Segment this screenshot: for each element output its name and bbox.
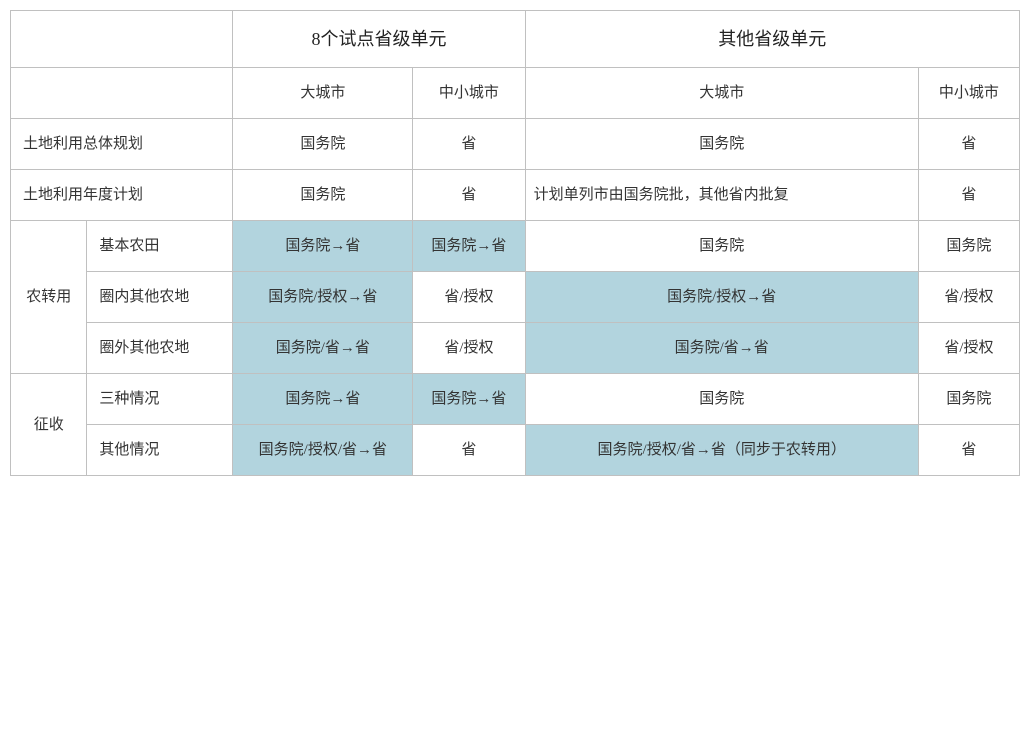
header-pilot-big: 大城市 (233, 68, 413, 119)
header-other-big: 大城市 (525, 68, 918, 119)
annual-plan-pb: 国务院 (233, 170, 413, 221)
nongzhuan-r3-label: 圈外其他农地 (87, 323, 233, 374)
blank-corner (11, 11, 233, 68)
nongzhuan-label: 农转用 (11, 221, 87, 374)
nongzhuan-r3-ps: 省/授权 (413, 323, 525, 374)
zhengshou-r2-ps: 省 (413, 425, 525, 476)
row-nongzhuan-3: 圈外其他农地 国务院/省→省 省/授权 国务院/省→省 省/授权 (11, 323, 1020, 374)
zhengshou-r1-label: 三种情况 (87, 374, 233, 425)
row-nongzhuan-2: 圈内其他农地 国务院/授权→省 省/授权 国务院/授权→省 省/授权 (11, 272, 1020, 323)
zhengshou-r2-os: 省 (918, 425, 1019, 476)
annual-plan-ps: 省 (413, 170, 525, 221)
row-zhengshou-2: 其他情况 国务院/授权/省→省 省 国务院/授权/省→省（同步于农转用） 省 (11, 425, 1020, 476)
header-row-1: 8个试点省级单元 其他省级单元 (11, 11, 1020, 68)
annual-plan-ob: 计划单列市由国务院批，其他省内批复 (525, 170, 918, 221)
nongzhuan-r2-label: 圈内其他农地 (87, 272, 233, 323)
zhengshou-r2-label: 其他情况 (87, 425, 233, 476)
blank-subcorner (11, 68, 233, 119)
row-nongzhuan-1: 农转用 基本农田 国务院→省 国务院→省 国务院 国务院 (11, 221, 1020, 272)
policy-table: 8个试点省级单元 其他省级单元 大城市 中小城市 大城市 中小城市 土地利用总体… (10, 10, 1020, 476)
header-row-2: 大城市 中小城市 大城市 中小城市 (11, 68, 1020, 119)
nongzhuan-r1-ps: 国务院→省 (413, 221, 525, 272)
nongzhuan-r2-pb: 国务院/授权→省 (233, 272, 413, 323)
header-pilot-group: 8个试点省级单元 (233, 11, 525, 68)
row-annual-plan: 土地利用年度计划 国务院 省 计划单列市由国务院批，其他省内批复 省 (11, 170, 1020, 221)
header-other-group: 其他省级单元 (525, 11, 1019, 68)
row-overall-plan: 土地利用总体规划 国务院 省 国务院 省 (11, 119, 1020, 170)
overall-plan-label: 土地利用总体规划 (11, 119, 233, 170)
annual-plan-os: 省 (918, 170, 1019, 221)
overall-plan-ob: 国务院 (525, 119, 918, 170)
overall-plan-ps: 省 (413, 119, 525, 170)
nongzhuan-r2-ob: 国务院/授权→省 (525, 272, 918, 323)
nongzhuan-r3-os: 省/授权 (918, 323, 1019, 374)
overall-plan-os: 省 (918, 119, 1019, 170)
nongzhuan-r3-ob: 国务院/省→省 (525, 323, 918, 374)
annual-plan-label: 土地利用年度计划 (11, 170, 233, 221)
overall-plan-pb: 国务院 (233, 119, 413, 170)
zhengshou-r2-pb: 国务院/授权/省→省 (233, 425, 413, 476)
nongzhuan-r1-os: 国务院 (918, 221, 1019, 272)
nongzhuan-r1-pb: 国务院→省 (233, 221, 413, 272)
zhengshou-r2-ob: 国务院/授权/省→省（同步于农转用） (525, 425, 918, 476)
zhengshou-r1-os: 国务院 (918, 374, 1019, 425)
nongzhuan-r2-ps: 省/授权 (413, 272, 525, 323)
zhengshou-r1-pb: 国务院→省 (233, 374, 413, 425)
nongzhuan-r3-pb: 国务院/省→省 (233, 323, 413, 374)
nongzhuan-r2-os: 省/授权 (918, 272, 1019, 323)
nongzhuan-r1-label: 基本农田 (87, 221, 233, 272)
row-zhengshou-1: 征收 三种情况 国务院→省 国务院→省 国务院 国务院 (11, 374, 1020, 425)
nongzhuan-r1-ob: 国务院 (525, 221, 918, 272)
header-other-small: 中小城市 (918, 68, 1019, 119)
zhengshou-r1-ps: 国务院→省 (413, 374, 525, 425)
zhengshou-r1-ob: 国务院 (525, 374, 918, 425)
header-pilot-small: 中小城市 (413, 68, 525, 119)
zhengshou-label: 征收 (11, 374, 87, 476)
